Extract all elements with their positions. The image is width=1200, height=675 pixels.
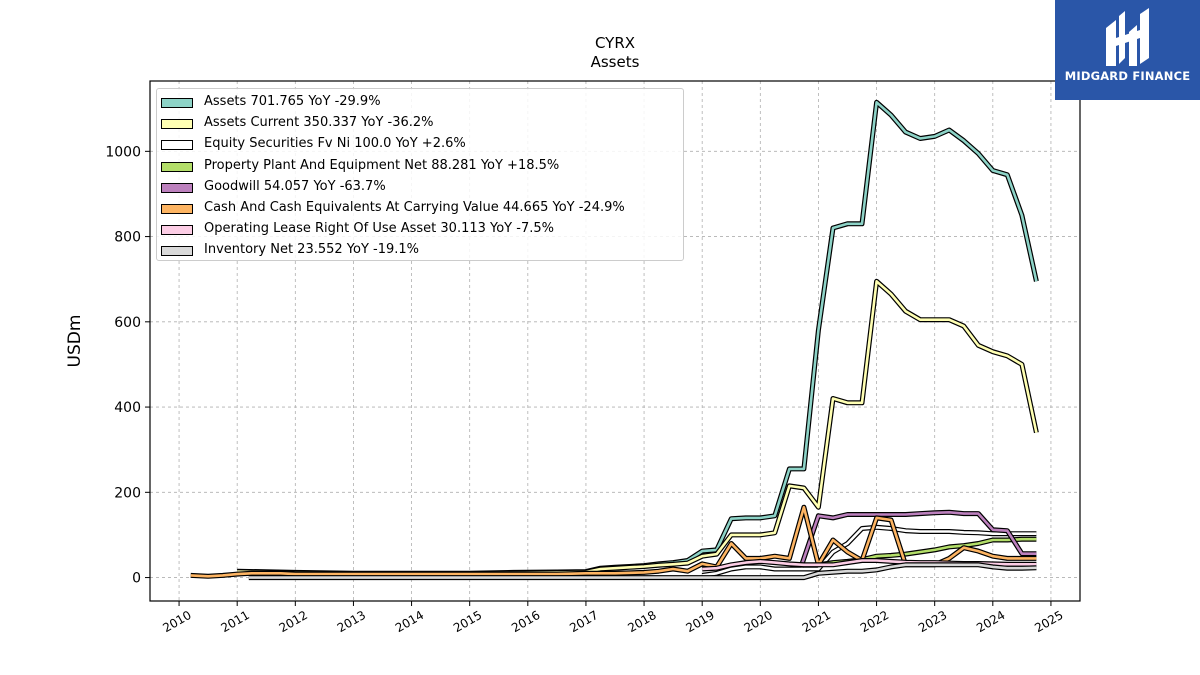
legend-swatch bbox=[161, 203, 193, 214]
brand-name: MIDGARD FINANCE bbox=[1064, 69, 1191, 83]
y-tick-label: 1000 bbox=[105, 144, 141, 160]
chart-subtitle: Assets bbox=[591, 53, 640, 71]
chart-title: CYRX bbox=[595, 34, 635, 52]
series-line-inventory-net bbox=[248, 563, 1037, 579]
legend-label: Property Plant And Equipment Net 88.281 … bbox=[204, 157, 560, 173]
y-tick-label: 200 bbox=[114, 485, 141, 501]
x-tick-label: 2025 bbox=[1032, 608, 1065, 635]
x-axis: 2010 2011 2012 2013 2014 2015 2016 2017 2018 2019… bbox=[160, 601, 1066, 635]
x-tick-label: 2017 bbox=[567, 608, 600, 635]
legend-swatch bbox=[161, 246, 193, 257]
y-tick-label: 400 bbox=[114, 400, 141, 416]
legend-item: Cash And Cash Equivalents At Carrying Va… bbox=[157, 199, 683, 220]
chart-legend: Assets 701.765 YoY -29.9% Assets Current … bbox=[156, 88, 684, 261]
legend-swatch bbox=[161, 182, 193, 193]
legend-label: Operating Lease Right Of Use Asset 30.11… bbox=[204, 221, 554, 237]
legend-label: Cash And Cash Equivalents At Carrying Va… bbox=[204, 199, 625, 215]
x-tick-label: 2016 bbox=[509, 608, 542, 635]
legend-item: Equity Securities Fv Ni 100.0 YoY +2.6% bbox=[157, 135, 683, 156]
legend-label: Assets 701.765 YoY -29.9% bbox=[204, 94, 381, 109]
x-tick-label: 2022 bbox=[858, 608, 891, 635]
x-tick-label: 2013 bbox=[335, 608, 368, 635]
legend-item: Operating Lease Right Of Use Asset 30.11… bbox=[157, 220, 683, 241]
y-tick-label: 0 bbox=[132, 571, 141, 587]
legend-item: Assets 701.765 YoY -29.9% bbox=[157, 93, 683, 114]
legend-item: Inventory Net 23.552 YoY -19.1% bbox=[157, 241, 683, 262]
legend-swatch bbox=[161, 161, 193, 172]
legend-label: Inventory Net 23.552 YoY -19.1% bbox=[204, 242, 420, 258]
y-tick-label: 800 bbox=[114, 230, 141, 246]
legend-item: Assets Current 350.337 YoY -36.2% bbox=[157, 114, 683, 135]
x-tick-label: 2020 bbox=[742, 608, 775, 635]
legend-swatch bbox=[161, 225, 193, 236]
legend-label: Goodwill 54.057 YoY -63.7% bbox=[204, 178, 386, 194]
series-lines bbox=[190, 99, 1039, 581]
x-tick-label: 2023 bbox=[916, 608, 949, 635]
y-axis: 0 200 400 600 800 1000 bbox=[105, 144, 150, 587]
x-tick-label: 2015 bbox=[451, 608, 484, 635]
brand-logo: MIDGARD FINANCE bbox=[1055, 0, 1200, 100]
plot-frame bbox=[149, 80, 1081, 602]
y-axis-label: USDm bbox=[65, 315, 85, 368]
x-tick-label: 2024 bbox=[974, 608, 1007, 635]
midgard-logo-icon bbox=[1106, 8, 1149, 66]
series-line-goodwill bbox=[799, 510, 1037, 568]
x-tick-label: 2019 bbox=[683, 608, 716, 635]
x-tick-label: 2012 bbox=[277, 608, 310, 635]
legend-label: Assets Current 350.337 YoY -36.2% bbox=[204, 115, 434, 131]
x-tick-label: 2014 bbox=[393, 608, 426, 635]
legend-item: Property Plant And Equipment Net 88.281 … bbox=[157, 157, 683, 178]
series-line-equity-securities-fv-ni bbox=[702, 525, 1037, 577]
x-tick-label: 2010 bbox=[160, 608, 193, 635]
x-tick-label: 2021 bbox=[800, 608, 833, 635]
y-tick-label: 600 bbox=[114, 315, 141, 331]
x-tick-label: 2011 bbox=[218, 608, 251, 635]
x-tick-label: 2018 bbox=[625, 608, 658, 635]
legend-item: Goodwill 54.057 YoY -63.7% bbox=[157, 178, 683, 199]
legend-swatch bbox=[161, 98, 193, 108]
legend-swatch bbox=[161, 119, 193, 130]
legend-label: Equity Securities Fv Ni 100.0 YoY +2.6% bbox=[204, 136, 466, 152]
legend-swatch bbox=[161, 140, 193, 151]
